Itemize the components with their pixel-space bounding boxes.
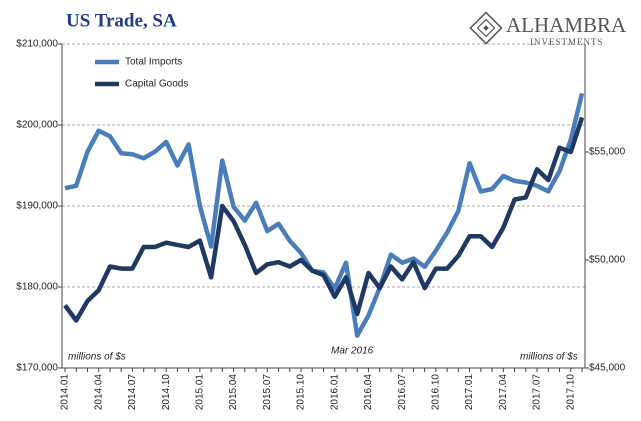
x-tick-label: 2016.04 — [363, 374, 374, 411]
x-tick-label: 2015.07 — [262, 374, 273, 411]
annotation: millions of $s — [520, 352, 578, 363]
x-tick-label: 2015.01 — [195, 374, 206, 411]
x-tick-label: 2016.07 — [397, 374, 408, 411]
x-tick-label: 2014.07 — [127, 374, 138, 411]
y-tick-label: $210,000 — [16, 39, 58, 50]
x-tick-label: 2014.10 — [161, 374, 172, 411]
annotation: millions of $s — [68, 352, 126, 363]
series-line — [63, 116, 585, 323]
x-tick-label: 2017.10 — [565, 374, 576, 411]
x-tick-label: 2017.07 — [532, 374, 543, 411]
x-tick-label: 2015.04 — [228, 374, 239, 411]
logo-name: ALHAMBRA — [506, 13, 627, 37]
x-tick-label: 2015.10 — [296, 374, 307, 411]
y-tick-label: $180,000 — [16, 282, 58, 293]
y-tick-label: $200,000 — [16, 120, 58, 131]
logo-icon — [469, 11, 503, 45]
x-tick-label: 2014.01 — [60, 374, 71, 411]
annotation: Mar 2016 — [331, 346, 374, 357]
legend-label: Capital Goods — [125, 79, 188, 90]
x-tick-label: 2017.01 — [464, 374, 475, 411]
legend-label: Total Imports — [125, 57, 182, 68]
y2-tick-label: $45,000 — [589, 363, 626, 374]
x-tick-label: 2016.01 — [329, 374, 340, 411]
y2-tick-label: $50,000 — [589, 255, 626, 266]
y-tick-label: $190,000 — [16, 201, 58, 212]
x-tick-label: 2017.04 — [498, 374, 509, 411]
y2-tick-label: $55,000 — [589, 147, 626, 158]
x-tick-label: 2016.10 — [431, 374, 442, 411]
x-tick-label: 2014.04 — [93, 374, 104, 411]
logo-sub: INVESTMENTS — [530, 37, 604, 47]
y-tick-label: $170,000 — [16, 363, 58, 374]
chart-title: US Trade, SA — [66, 10, 177, 31]
series-line — [64, 92, 585, 338]
